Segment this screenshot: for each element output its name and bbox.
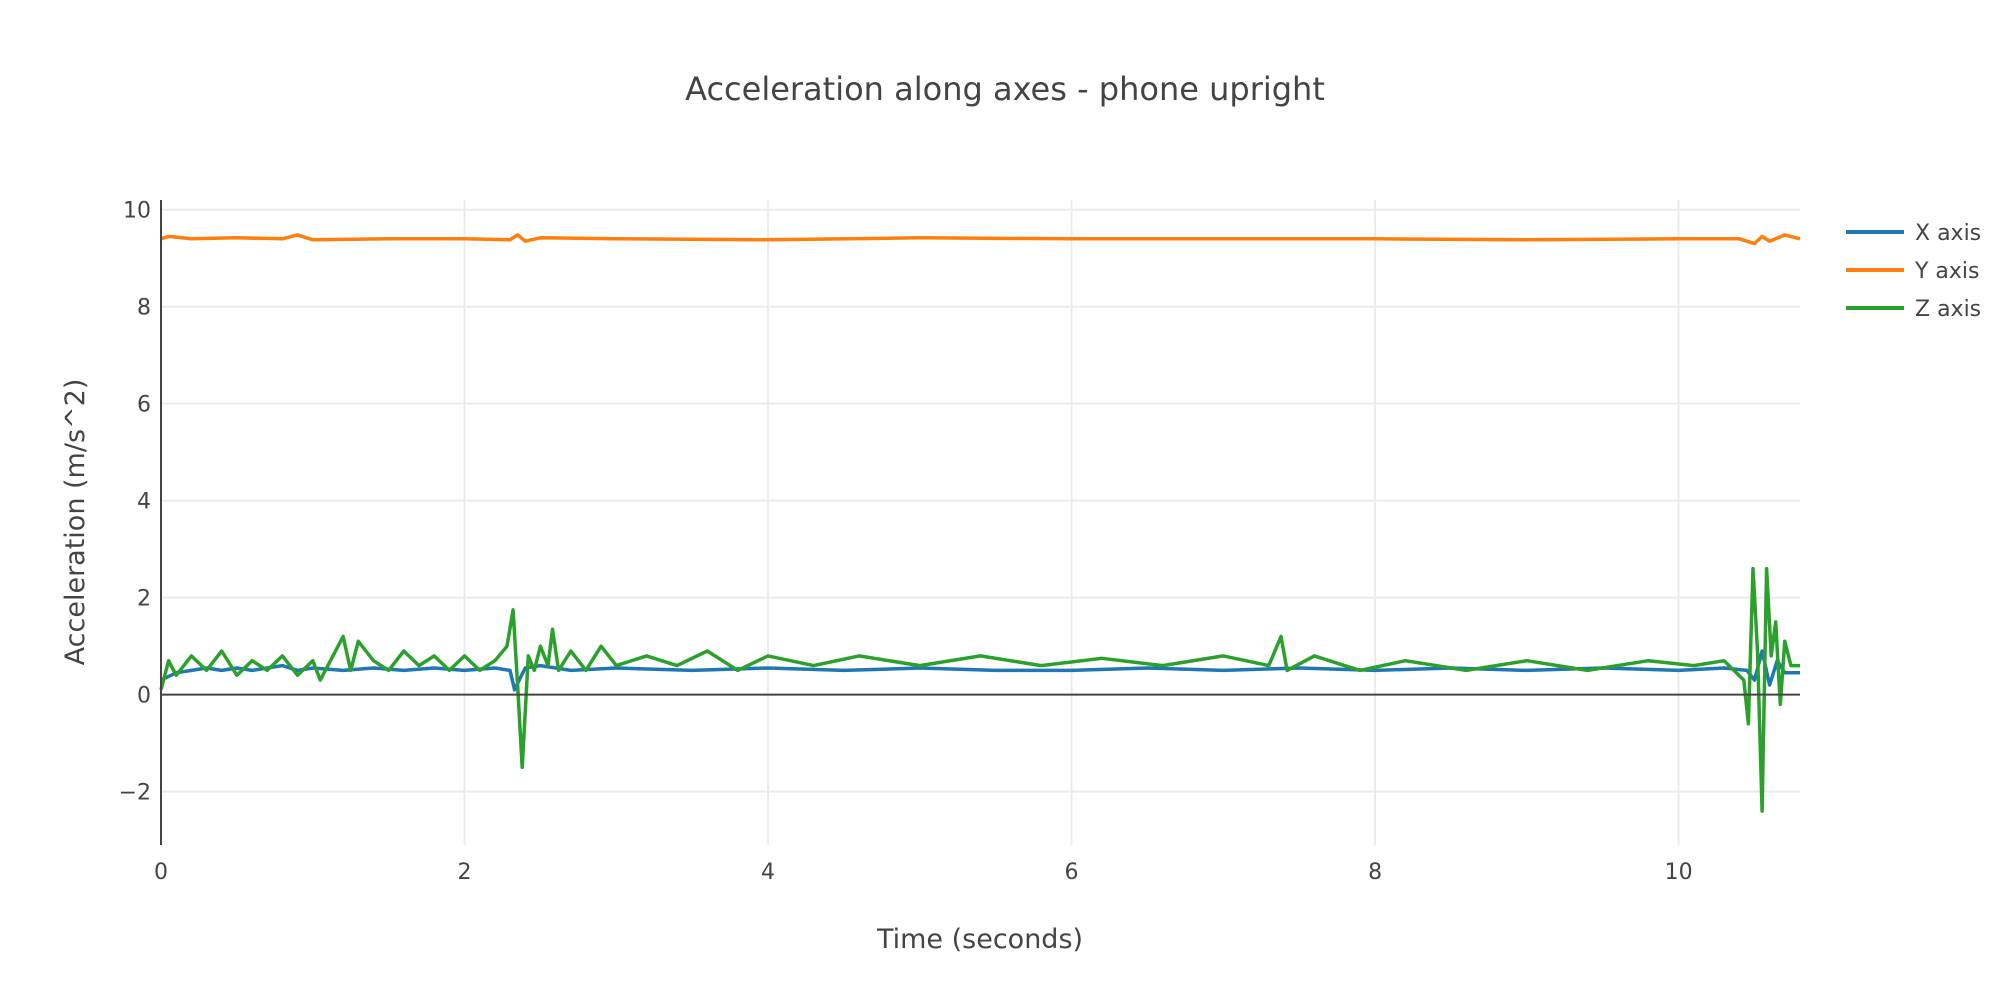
series-z-axis: [159, 566, 1800, 813]
plot-series: [159, 233, 1801, 813]
legend-label: X axis: [1915, 221, 1981, 246]
x-tick-label: 10: [1665, 860, 1693, 885]
y-tick-label: 2: [137, 587, 151, 612]
axes: [160, 200, 1800, 845]
tick-labels: −2 0 2 4 6 8 10 0 2 4 6 8 10: [119, 199, 1693, 885]
series-line: [160, 649, 1800, 692]
x-tick-label: 6: [1065, 860, 1079, 885]
y-tick-label: 10: [123, 199, 151, 224]
y-tick-label: 6: [137, 393, 151, 418]
series-y-axis: [160, 233, 1801, 246]
chart-title: Acceleration along axes - phone upright: [685, 70, 1325, 108]
grid-lines: [161, 200, 1800, 845]
x-tick-label: 4: [761, 860, 775, 885]
y-tick-label: 0: [137, 684, 151, 709]
x-tick-label: 8: [1368, 860, 1382, 885]
y-axis-title: Acceleration (m/s^2): [60, 379, 91, 666]
y-tick-label: −2: [119, 781, 151, 806]
x-tick-label: 2: [458, 860, 472, 885]
legend-label: Y axis: [1914, 259, 1980, 284]
legend: X axis Y axis Z axis: [1846, 221, 1981, 322]
series-line: [160, 233, 1801, 246]
y-tick-label: 4: [137, 490, 151, 515]
series-line: [159, 566, 1800, 813]
y-tick-label: 8: [137, 296, 151, 321]
x-axis-title: Time (seconds): [876, 924, 1083, 955]
x-tick-label: 0: [154, 860, 168, 885]
legend-label: Z axis: [1915, 297, 1981, 322]
series-x-axis: [160, 649, 1800, 692]
